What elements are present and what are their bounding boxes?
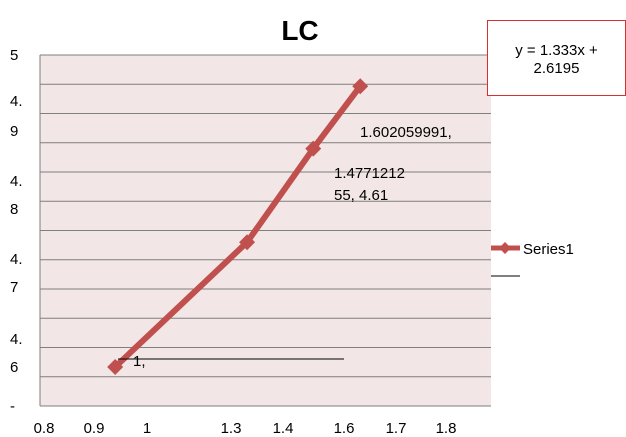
x-tick-label: 0.8	[34, 420, 55, 437]
data-point-marker	[239, 234, 256, 251]
x-tick-label: 1.6	[334, 420, 355, 437]
y-tick-label: 9	[10, 123, 18, 140]
y-tick-label: 4.	[10, 251, 23, 268]
axes	[39, 55, 491, 407]
data-point-marker	[107, 359, 124, 375]
data-label: 1,	[133, 353, 146, 370]
y-tick-label: 4.	[10, 93, 23, 110]
x-tick-labels: 0.8 0.9 1 1.3 1.4 1.6 1.7 1.8	[34, 420, 457, 437]
y-tick-label: 6	[10, 359, 18, 376]
series-line	[112, 83, 364, 370]
legend-label: Series1	[523, 241, 574, 258]
y-tick-label: 4.	[10, 173, 23, 190]
x-tick-label: 1.4	[273, 420, 294, 437]
series-group	[107, 78, 369, 375]
y-tick-label: 5	[10, 47, 18, 64]
data-label: 1.4771212	[334, 165, 405, 182]
trendline-equation-line-2: 2.6195	[533, 60, 580, 77]
y-tick-label: 7	[10, 279, 18, 296]
x-tick-label: 1	[143, 420, 151, 437]
chart-title: LC	[281, 15, 318, 46]
x-tick-label: 0.9	[84, 420, 105, 437]
legend: Series1	[491, 241, 574, 277]
data-point-marker	[305, 140, 322, 157]
data-label: 55, 4.61	[334, 187, 388, 204]
x-tick-label: 1.7	[386, 420, 407, 437]
data-label: 1.602059991,	[360, 124, 452, 141]
y-tick-label: 8	[10, 201, 18, 218]
legend-swatch-marker	[499, 242, 511, 254]
y-tick-label: 4.	[10, 331, 23, 348]
x-tick-label: 1.8	[436, 420, 457, 437]
trendline-equation-box: y = 1.333x + 2.6195	[487, 20, 626, 96]
trendline-equation-line-1: y = 1.333x +	[515, 42, 598, 59]
y-tick-label: -	[10, 398, 15, 415]
data-labels: 1, 1.4771212 55, 4.61 1.602059991,	[118, 124, 452, 370]
data-point-marker	[352, 78, 369, 95]
x-tick-label: 1.3	[221, 420, 242, 437]
y-tick-labels: 5 4. 9 4. 8 4. 7 4. 6 -	[10, 47, 23, 415]
